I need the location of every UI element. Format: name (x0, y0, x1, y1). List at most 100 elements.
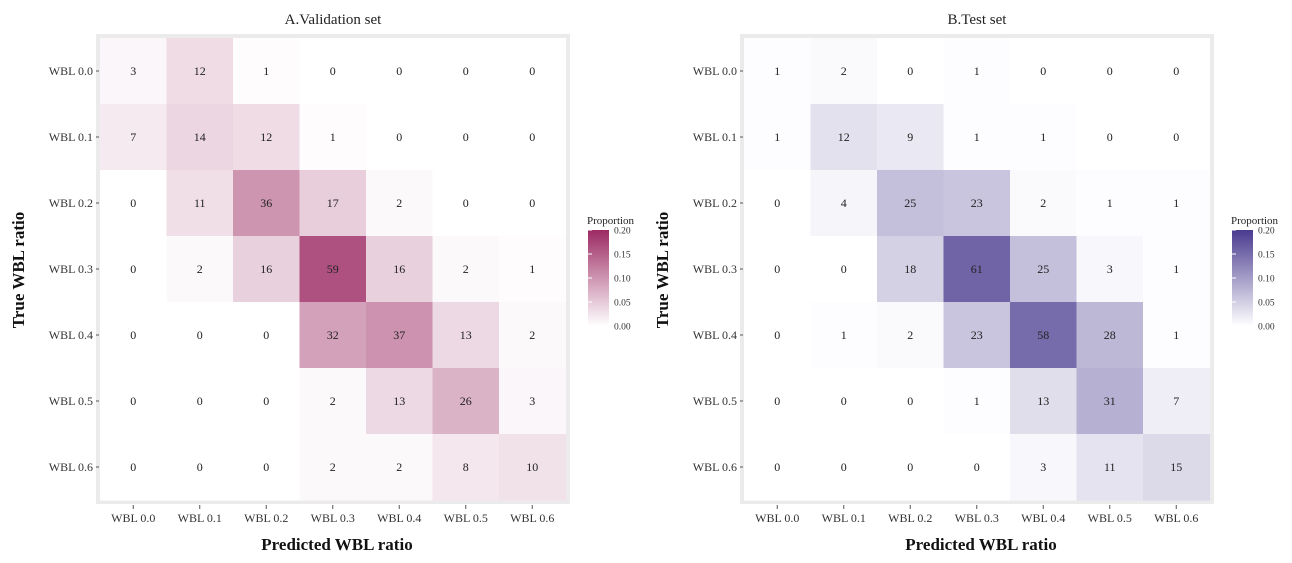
cell-value-label: 0 (974, 460, 980, 474)
cell-value-label: 3 (1040, 460, 1046, 474)
heatmap-cells: 1 2 0 1 0 0 01 12 9 1 1 0 00 4 25 23 2 1 10 0 18 61 25 3 10 1 2 23 5… (744, 38, 1211, 501)
legend-tick-label: 0.20 (614, 227, 631, 237)
cell-rect (1143, 368, 1211, 435)
cell-value-label: 13 (393, 394, 405, 408)
x-tick-label: WBL 0.1 (178, 511, 222, 525)
cell-value-label: 36 (260, 196, 272, 210)
cell-rect (100, 236, 168, 303)
cell-value-label: 1 (841, 328, 847, 342)
cell-rect (943, 434, 1011, 501)
x-tick-label: WBL 0.3 (311, 511, 355, 525)
cell-value-label: 0 (774, 460, 780, 474)
cell-value-label: 23 (971, 328, 983, 342)
heatmap-cell: 1 (299, 104, 367, 171)
heatmap-cell: 36 (233, 170, 301, 237)
heatmap-cell: 1 (1143, 236, 1211, 303)
heatmap-cell: 13 (432, 302, 500, 369)
heatmap-cell: 25 (1010, 236, 1078, 303)
x-tick-label: WBL 0.0 (111, 511, 155, 525)
heatmap-cell: 12 (810, 104, 878, 171)
cell-rect (810, 38, 878, 105)
heatmap-cell: 0 (233, 302, 301, 369)
heatmap-cell: 0 (366, 38, 434, 105)
cell-rect (499, 368, 567, 435)
heatmap-cell: 2 (299, 434, 367, 501)
cell-value-label: 59 (327, 262, 339, 276)
legend-tick-label: 0.20 (1258, 227, 1275, 237)
cell-value-label: 0 (907, 394, 913, 408)
cell-value-label: 2 (396, 196, 402, 210)
heatmap-cell: 11 (166, 170, 234, 237)
cell-value-label: 1 (1173, 328, 1179, 342)
cell-value-label: 9 (907, 130, 913, 144)
cell-rect (1143, 236, 1211, 303)
cell-rect (432, 236, 500, 303)
cell-value-label: 3 (1107, 262, 1113, 276)
color-legend: Proportion 0.20 0.15 0.10 0.05 0.00 (587, 215, 635, 333)
cell-value-label: 0 (774, 328, 780, 342)
cell-value-label: 0 (130, 394, 136, 408)
cell-value-label: 1 (1173, 262, 1179, 276)
cell-rect (810, 302, 878, 369)
x-axis-title: Predicted WBL ratio (905, 535, 1056, 554)
heatmap-cell: 18 (877, 236, 945, 303)
cell-rect (233, 104, 301, 171)
cell-rect (233, 368, 301, 435)
cell-value-label: 0 (396, 130, 402, 144)
cell-value-label: 0 (1173, 130, 1179, 144)
heatmap-cell: 3 (1010, 434, 1078, 501)
cell-rect (166, 302, 234, 369)
cell-value-label: 0 (1107, 64, 1113, 78)
heatmap-cell: 2 (1010, 170, 1078, 237)
legend-title: Proportion (587, 215, 635, 227)
cell-rect (432, 104, 500, 171)
legend-tick-label: 0.15 (1258, 251, 1275, 261)
cell-value-label: 11 (1104, 460, 1116, 474)
x-tick-label: WBL 0.3 (955, 511, 999, 525)
cell-rect (233, 434, 301, 501)
heatmap-cell: 3 (499, 368, 567, 435)
heatmap-cell: 0 (744, 170, 812, 237)
heatmap-cell: 1 (744, 104, 812, 171)
cell-rect (499, 170, 567, 237)
cell-value-label: 0 (263, 460, 269, 474)
cell-value-label: 12 (838, 130, 850, 144)
legend-tick-label: 0.05 (614, 299, 631, 309)
legend-tick-label: 0.10 (1258, 275, 1275, 285)
cell-value-label: 1 (330, 130, 336, 144)
heatmap-cell: 2 (432, 236, 500, 303)
panel-title: B.Test set (948, 12, 1008, 28)
cell-value-label: 26 (460, 394, 472, 408)
cell-value-label: 7 (1173, 394, 1179, 408)
cell-value-label: 2 (396, 460, 402, 474)
cell-rect (877, 104, 945, 171)
cell-value-label: 2 (197, 262, 203, 276)
cell-rect (1076, 170, 1144, 237)
heatmap-cell: 31 (1076, 368, 1144, 435)
legend-colorbar (588, 230, 609, 326)
cell-value-label: 0 (263, 328, 269, 342)
cell-value-label: 0 (907, 64, 913, 78)
x-tick-labels: WBL 0.0 WBL 0.1 WBL 0.2 WBL 0.3 WBL 0.4 WBL 0… (755, 505, 1198, 525)
cell-value-label: 17 (327, 196, 339, 210)
heatmap-cell: 0 (810, 236, 878, 303)
heatmap-cell: 1 (943, 38, 1011, 105)
heatmap-cells: 3 12 1 0 0 0 07 14 12 1 0 0 00 11 36 17 2 0 00 2 16 59 16 2 10 0 0… (100, 38, 567, 501)
cell-rect (166, 236, 234, 303)
heatmap-cell: 10 (499, 434, 567, 501)
cell-rect (1076, 104, 1144, 171)
heatmap-cell: 13 (1010, 368, 1078, 435)
x-tick-label: WBL 0.4 (1021, 511, 1065, 525)
cell-value-label: 3 (529, 394, 535, 408)
cell-rect (943, 38, 1011, 105)
cell-value-label: 25 (904, 196, 916, 210)
heatmap-cell: 0 (100, 302, 168, 369)
x-tick-label: WBL 0.6 (1154, 511, 1198, 525)
cell-rect (499, 104, 567, 171)
heatmap-cell: 1 (1143, 170, 1211, 237)
cell-rect (166, 38, 234, 105)
x-tick-labels: WBL 0.0 WBL 0.1 WBL 0.2 WBL 0.3 WBL 0.4 WBL 0… (111, 505, 554, 525)
heatmap-cell: 0 (499, 170, 567, 237)
cell-rect (100, 104, 168, 171)
cell-value-label: 0 (529, 64, 535, 78)
